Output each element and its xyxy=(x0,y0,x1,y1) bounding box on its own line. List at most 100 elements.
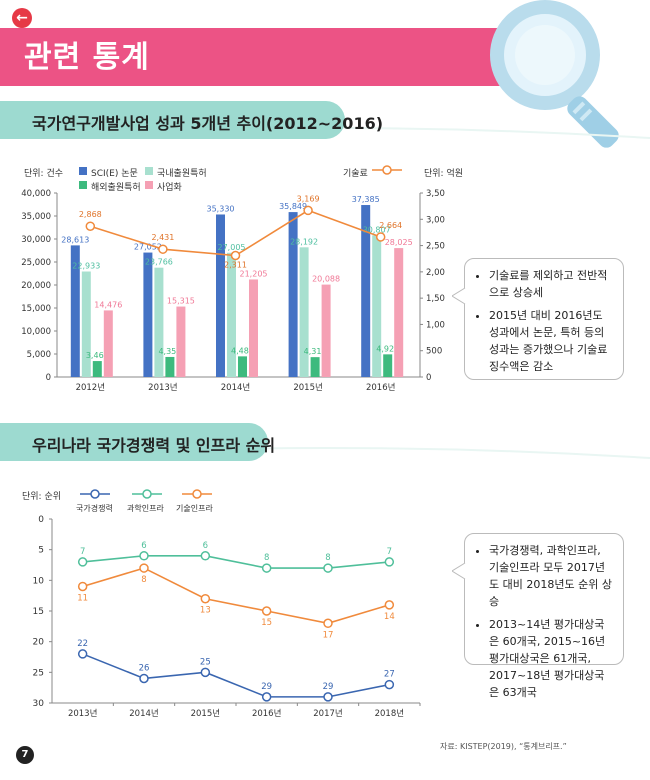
section1-title: 국가연구개발사업 성과 5개년 추이(2012~2016) xyxy=(32,114,384,133)
note2-item-2: 2013~14년 평가대상국은 60개국, 2015~16년 평가대상국은 61… xyxy=(489,616,613,701)
y2-tick-label: 0 xyxy=(426,373,431,383)
bar-0 xyxy=(216,214,225,377)
note-box-1: 기술료를 제외하고 전반적으로 상승세 2015년 대비 2016년도 성과에서… xyxy=(464,258,624,380)
back-arrow-icon[interactable]: ← xyxy=(12,8,32,28)
series-point-1 xyxy=(200,551,211,561)
bar-data-label: 14,476 xyxy=(94,300,122,309)
bar-1 xyxy=(227,252,236,377)
x-tick-label: 2014년 xyxy=(129,708,158,719)
y-tick-label: 10 xyxy=(33,576,45,586)
series-data-label-1: 7 xyxy=(387,547,392,557)
legend-swatch-foreign-patent xyxy=(79,181,87,189)
bar-data-label: 23,766 xyxy=(145,258,173,267)
y-tick-label: 0 xyxy=(38,515,44,525)
bar-data-label: 28,192 xyxy=(290,237,318,246)
series-point-0 xyxy=(77,649,88,659)
royalty-point xyxy=(303,205,313,216)
bar-1 xyxy=(299,247,309,377)
royalty-point xyxy=(158,244,168,254)
header-band xyxy=(0,28,520,86)
bar-1 xyxy=(154,267,164,377)
bar-data-label: 20,088 xyxy=(312,275,340,284)
bar-data-label: 21,205 xyxy=(240,269,268,278)
bar-3 xyxy=(103,310,113,377)
note2-item-1: 국가경쟁력, 과학인프라, 기술인프라 모두 2017년도 대비 2018년도 … xyxy=(489,542,613,610)
series-point-2 xyxy=(384,600,395,610)
x-tick-label: 2018년 xyxy=(375,708,404,719)
bar-data-label: 22,933 xyxy=(72,262,100,271)
royalty-point xyxy=(230,250,241,261)
legend-line-science-infra xyxy=(132,489,162,499)
legend-label-royalty: 기술료 xyxy=(343,169,368,179)
series-data-label-2: 14 xyxy=(384,612,395,622)
series-point-1 xyxy=(139,551,149,561)
legend-line-competitiveness xyxy=(80,489,110,499)
legend-label-competitiveness: 국가경쟁력 xyxy=(76,504,113,513)
series-point-2 xyxy=(323,618,333,629)
series-data-label-2: 17 xyxy=(323,630,334,640)
bar-3 xyxy=(321,284,331,377)
y-tick-label: 40,000 xyxy=(21,189,51,199)
series-data-label-2: 15 xyxy=(261,618,272,628)
royalty-data-label: 3,169 xyxy=(297,194,320,203)
series-point-0 xyxy=(384,679,395,690)
y2-tick-label: 3,000 xyxy=(426,215,445,225)
bar-data-label: 3,464 xyxy=(86,351,109,360)
bar-3 xyxy=(249,279,258,377)
series-data-label-0: 27 xyxy=(384,670,395,680)
y2-tick-label: 500 xyxy=(426,347,442,357)
royalty-point xyxy=(85,221,96,231)
legend-label-sci: SCI(E) 논문 xyxy=(91,169,138,179)
chart1-unit-right: 단위: 억원 xyxy=(424,169,464,179)
bar-3 xyxy=(394,248,404,377)
series-line-0 xyxy=(82,653,390,698)
x-tick-label: 2015년 xyxy=(191,708,220,719)
legend-label-domestic-patent: 국내출원특허 xyxy=(157,169,207,179)
chart2: 0 5 10 15 20 25 30 2013년 2014년 2015년 2016년 2017년 201… xyxy=(33,515,421,719)
series-data-label-1: 8 xyxy=(264,553,269,563)
y-tick-label: 20 xyxy=(33,638,45,648)
bar-1 xyxy=(81,271,91,377)
x-tick-label: 2013년 xyxy=(148,382,177,393)
series-point-2 xyxy=(77,581,88,592)
note-box-1-pointer xyxy=(452,288,466,304)
bar-data-label: 37,385 xyxy=(352,195,380,204)
y-tick-label: 30,000 xyxy=(21,235,51,245)
bar-0 xyxy=(288,212,298,377)
bar-2 xyxy=(165,356,175,377)
series-data-label-1: 6 xyxy=(203,541,208,551)
y-tick-label: 10,000 xyxy=(21,327,51,337)
y-tick-label: 20,000 xyxy=(21,281,51,291)
y-tick-label: 5 xyxy=(38,546,44,556)
x-tick-label: 2017년 xyxy=(313,708,342,719)
legend-label-foreign-patent: 해외출원특허 xyxy=(91,183,141,193)
note1-item-1: 기술료를 제외하고 전반적으로 상승세 xyxy=(489,267,613,301)
y-tick-label: 25 xyxy=(33,668,44,678)
bar-2 xyxy=(238,356,247,377)
bar-0 xyxy=(361,205,371,377)
chart1: 0 5,000 10,000 15,000 20,000 25,000 30,000 35,0… xyxy=(21,189,445,393)
series-data-label-0: 26 xyxy=(139,663,150,673)
series-point-0 xyxy=(139,673,149,684)
bar-0 xyxy=(143,252,153,377)
series-data-label-1: 7 xyxy=(80,547,85,557)
royalty-data-label: 2,664 xyxy=(379,221,402,230)
y2-tick-label: 1,000 xyxy=(426,320,445,330)
royalty-data-label: 2,868 xyxy=(79,210,102,219)
y2-tick-label: 1,500 xyxy=(426,294,445,304)
x-tick-label: 2016년 xyxy=(366,382,395,393)
bar-data-label: 27,005 xyxy=(218,243,246,252)
series-point-1 xyxy=(323,563,333,573)
y2-tick-label: 3,500 xyxy=(426,189,445,199)
bar-data-label: 35,849 xyxy=(279,202,307,211)
royalty-data-label: 2,431 xyxy=(151,233,174,242)
note-box-2-pointer xyxy=(452,563,466,579)
royalty-data-label: 2,311 xyxy=(224,261,247,270)
series-data-label-2: 8 xyxy=(141,575,146,585)
bar-2 xyxy=(92,361,102,377)
y-tick-label: 0 xyxy=(46,373,51,383)
bar-2 xyxy=(383,354,393,377)
series-data-label-0: 22 xyxy=(77,639,88,649)
series-point-1 xyxy=(384,557,395,567)
series-point-0 xyxy=(323,692,333,702)
